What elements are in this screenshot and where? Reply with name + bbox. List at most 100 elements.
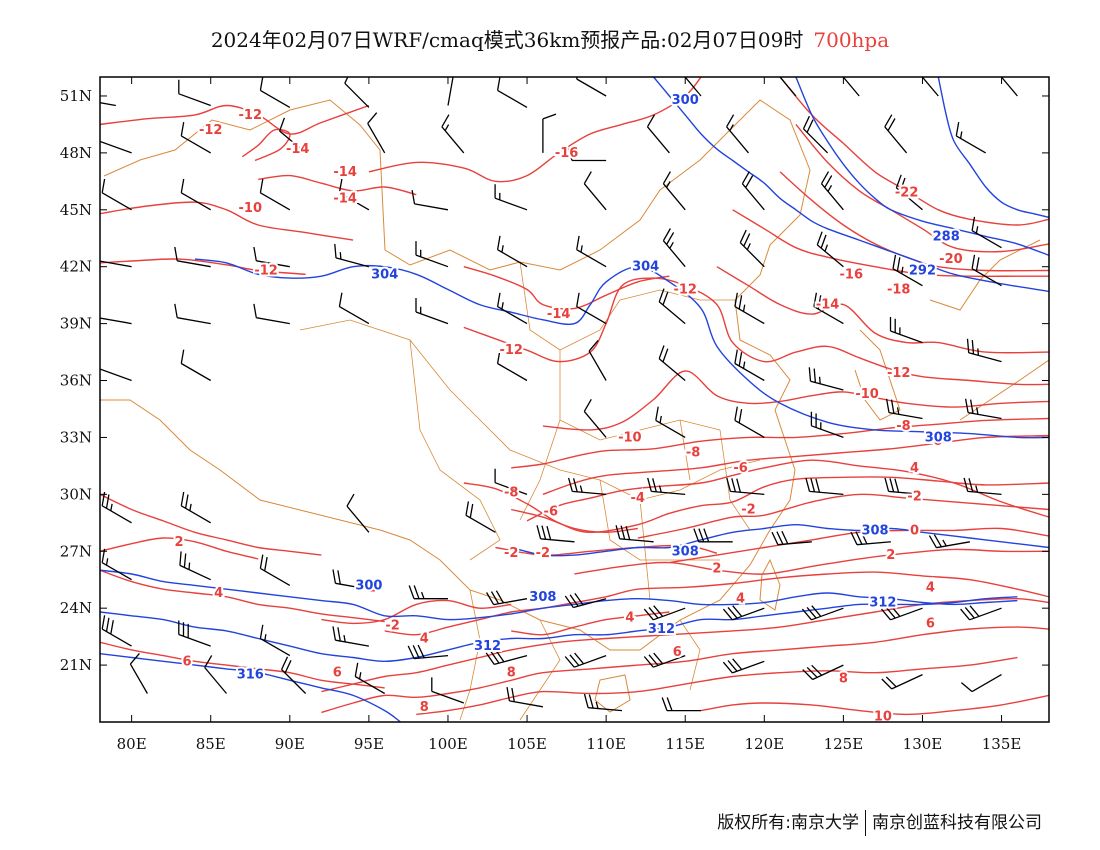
height-label: 300 [672,93,699,108]
temperature-isotherm [368,77,702,183]
temperature-isotherm [511,417,1049,469]
wind-barb [281,656,307,694]
temperature-label: -22 [895,186,919,201]
wind-barb [805,477,844,496]
wind-barb [960,605,1002,621]
wind-barb [496,349,528,382]
height-contour-line [937,77,1049,219]
temperature-label: 2 [712,561,721,576]
wind-barb [971,216,1002,249]
longitude-axis: 80E 85E 90E 95E 100E 105E 110E 115E 120E 125E 130E… [117,77,1021,753]
wind-barb [346,493,370,533]
temperature-isotherm [511,611,670,636]
wind-barbs [100,77,1018,712]
temperature-isotherm [463,476,1049,534]
wind-barb [684,77,702,97]
lat-tick-label: 51N [60,87,92,105]
wind-barb [808,367,844,391]
lat-tick-label: 39N [60,315,92,333]
wind-barb [966,338,1002,363]
wind-barb [576,235,607,268]
temperature-isotherm [241,128,291,162]
height-contour-line [653,77,1049,293]
lat-tick-label: 33N [60,428,92,446]
wind-barb [408,585,448,600]
temperature-isotherm [526,459,1049,522]
wind-barb [662,171,686,211]
wind-barb [722,605,765,621]
temperature-label: -20 [939,252,963,267]
wind-barb [921,77,939,97]
temperature-label: 2 [175,535,184,550]
temperature-isotherm [795,123,1049,253]
wind-barb [576,77,607,97]
temperature-label: 8 [507,666,516,681]
wind-barb [734,406,765,438]
temperature-label: -18 [887,282,911,297]
temperature-isotherm [100,493,322,556]
temperature-isotherm [637,493,1049,539]
title-text: 2024年02月07日WRF/cmaq模式36km预报产品:02月07日09时 [210,28,804,52]
wind-barb [884,477,923,496]
temperature-label: 0 [910,523,919,538]
height-label: 312 [474,639,501,654]
temperature-label: -2 [536,546,550,561]
wind-barb [496,235,528,268]
lon-tick-label: 90E [275,735,305,753]
temperature-label: -10 [239,201,263,216]
temperature-isotherm [100,641,385,689]
temperature-isotherm [416,656,1018,716]
temperature-labels: -12 -12 -14 -14 -14 -10 -12 -16 -14 -12 -12 -14 -16 -… [173,106,965,726]
lon-tick-label: 130E [903,735,943,753]
lat-tick-label: 36N [60,372,92,390]
wind-barb [338,178,370,211]
wind-barb [465,501,496,533]
taiwan-hainan-coast [594,558,781,713]
wind-barb [816,231,844,268]
wind-barb [129,652,148,694]
temperature-isotherm [100,104,370,135]
wind-barb [101,491,132,524]
wind-barb [485,649,528,666]
temperature-label: -14 [286,142,310,157]
temperature-label: -4 [631,491,645,506]
wind-barb [693,528,733,543]
wind-barb [741,171,765,211]
wind-barb [960,674,1002,693]
wind-barb [278,117,307,154]
wind-barb [178,79,211,107]
wind-barb [662,228,686,268]
temperature-label: -2 [907,489,921,504]
copyright-text: 版权所有:南京大学 [717,813,859,833]
wind-barb [332,569,370,590]
wind-barb [881,605,923,621]
wind-barb [889,317,923,344]
temperature-label: -10 [855,387,879,402]
lon-tick-label: 85E [196,735,226,753]
height-contour-line [795,77,1049,256]
temperature-label: -14 [816,298,840,313]
temperature-label: -12 [254,264,278,279]
temperature-isotherm [321,599,512,625]
temperature-label: -14 [333,191,357,206]
wind-barb [588,339,607,381]
wind-barb [253,303,290,325]
wind-barb [739,229,765,268]
temperature-isotherm [574,548,1049,575]
wind-barb [963,477,1002,496]
wind-barb [566,147,607,162]
temperature-contours [100,77,1049,716]
wind-barb [928,534,971,549]
temperature-label: 8 [839,671,848,686]
wind-barb [658,288,686,325]
temperature-label: 4 [926,580,935,595]
temperature-label: -10 [618,430,642,445]
footer-credit: 版权所有:南京大学 南京创蓝科技有限公司 [717,808,1042,836]
wind-barb [411,189,449,211]
lat-tick-label: 42N [60,258,92,276]
wind-barb [174,246,211,268]
wind-barb [367,112,386,154]
wind-barb [259,624,291,657]
temperature-isotherm [716,266,1049,354]
map-frame [99,76,1050,723]
